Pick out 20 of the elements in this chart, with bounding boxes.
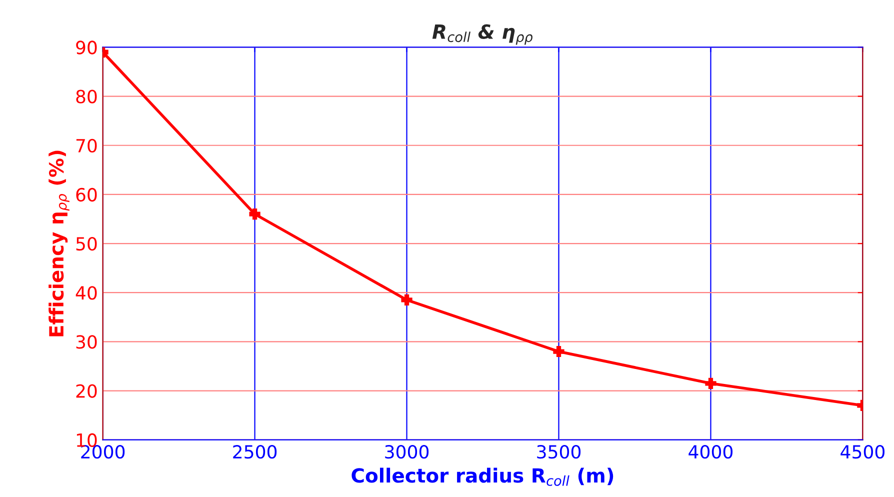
- y-tick-label: 30: [76, 335, 97, 349]
- y-tick-label: 10: [76, 433, 97, 447]
- y-tick-label: 90: [76, 40, 97, 54]
- x-tick-label: 2000: [81, 445, 125, 459]
- y-tick-label: 80: [76, 90, 97, 104]
- y-tick-label: 70: [76, 138, 97, 152]
- x-tick-label: 4000: [688, 445, 733, 459]
- point: [401, 294, 412, 306]
- y-axis-title: Efficiency η$_{ρρ}$ (%): [48, 150, 70, 336]
- chart-title: R$_{coll}$ & η$_{ρρ}$: [432, 24, 533, 45]
- y-tick-label: 60: [76, 188, 97, 202]
- y-tick-label: 50: [76, 236, 97, 251]
- x-tick-label: 2500: [233, 445, 277, 459]
- x-tick-label: 4500: [840, 445, 884, 459]
- x-axis-title: Collector radius R$_{coll}$ (m): [352, 468, 614, 486]
- x-tick-label: 3500: [537, 445, 581, 459]
- x-tick-label: 3000: [385, 445, 429, 459]
- point: [553, 346, 564, 358]
- y-tick-label: 20: [76, 384, 97, 398]
- y-tick-label: 40: [76, 286, 97, 300]
